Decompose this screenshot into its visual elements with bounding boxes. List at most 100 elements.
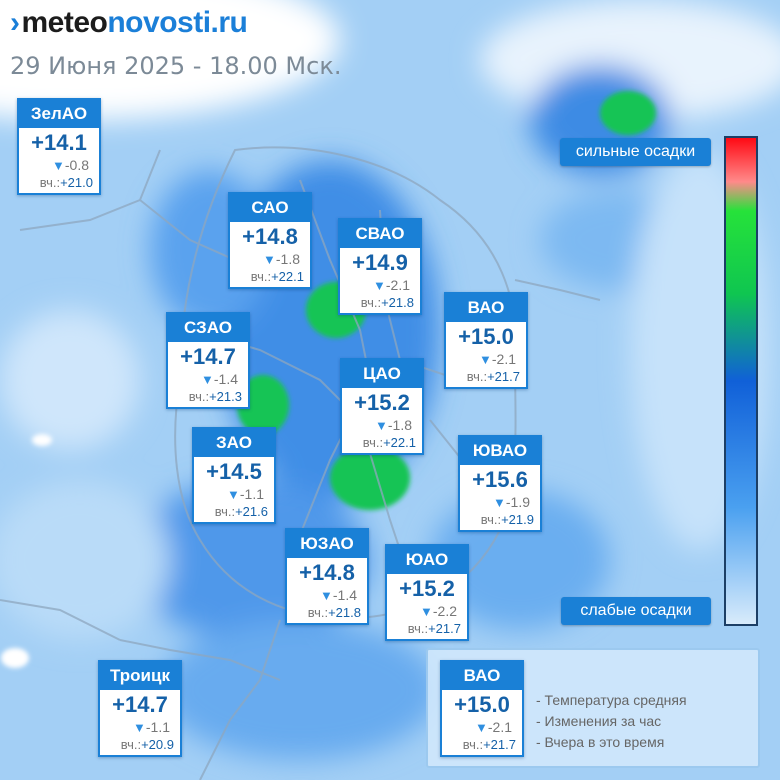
hourly-change-value: -1.4 (332, 587, 357, 603)
district-name: ВАО (446, 294, 526, 322)
yesterday-temperature: вч.:+21.7 (446, 369, 526, 385)
district-card-troitsk[interactable]: Троицк +14.7 ▼-1.1 вч.:+20.9 (98, 660, 182, 757)
down-triangle-icon: ▼ (320, 588, 333, 603)
hourly-change: ▼-1.4 (287, 587, 367, 604)
hourly-change: ▼-1.8 (230, 251, 310, 268)
hourly-change: ▼-1.1 (100, 719, 180, 736)
district-temperature: +14.5 (206, 459, 262, 484)
district-name: ЗАО (194, 429, 274, 457)
logo-text-meteo: meteo (21, 6, 108, 39)
yesterday-value: +21.0 (60, 175, 93, 190)
down-triangle-icon: ▼ (475, 720, 488, 735)
legend-item-hourly-change: - Изменения за час (536, 713, 662, 729)
hourly-change-value: -2.2 (432, 603, 457, 619)
district-temperature: +15.6 (472, 467, 528, 492)
district-card-cao[interactable]: ЦАО +15.2 ▼-1.8 вч.:+22.1 (340, 358, 424, 455)
district-card-yuvao[interactable]: ЮВАО +15.6 ▼-1.9 вч.:+21.9 (458, 435, 542, 532)
yesterday-label: вч.: (188, 389, 210, 404)
yesterday-temperature: вч.:+21.3 (168, 389, 248, 405)
district-name: СЗАО (168, 314, 248, 342)
district-card-zao[interactable]: ЗАО +14.5 ▼-1.1 вч.:+21.6 (192, 427, 276, 524)
yesterday-temperature: вч.:+21.8 (287, 605, 367, 621)
heavy-precipitation-areas (1, 91, 656, 668)
district-card-yuao[interactable]: ЮАО +15.2 ▼-2.2 вч.:+21.7 (385, 544, 469, 641)
yesterday-label: вч.: (250, 269, 272, 284)
down-triangle-icon: ▼ (52, 158, 65, 173)
hourly-change-value: -2.1 (385, 277, 410, 293)
yesterday-value: +20.9 (141, 737, 174, 752)
yesterday-label: вч.: (214, 504, 236, 519)
yesterday-value: +22.1 (271, 269, 304, 284)
yesterday-value: +21.6 (235, 504, 268, 519)
yesterday-label: вч.: (480, 512, 502, 527)
hourly-change: ▼-1.1 (194, 486, 274, 503)
legend-sample-card: ВАО +15.0 ▼-2.1 вч.:+21.7 (440, 660, 524, 757)
district-name: ЮАО (387, 546, 467, 574)
district-card-vao[interactable]: ВАО +15.0 ▼-2.1 вч.:+21.7 (444, 292, 528, 389)
hourly-change-value: -1.8 (275, 251, 300, 267)
district-card-svao[interactable]: СВАО +14.9 ▼-2.1 вч.:+21.8 (338, 218, 422, 315)
light-precipitation-label: слабые осадки (561, 597, 711, 625)
hourly-change: ▼-1.9 (460, 494, 540, 511)
hourly-change: ▼-1.8 (342, 417, 422, 434)
legend-panel: ВАО +15.0 ▼-2.1 вч.:+21.7 - Температура … (426, 648, 760, 768)
yesterday-label: вч.: (407, 621, 429, 636)
legend-item-yesterday: - Вчера в это время (536, 734, 665, 750)
yesterday-temperature: вч.:+20.9 (100, 737, 180, 753)
logo-mark-icon: › (10, 6, 20, 39)
yesterday-value: +21.8 (381, 295, 414, 310)
yesterday-value: +22.1 (383, 435, 416, 450)
down-triangle-icon: ▼ (201, 372, 214, 387)
yesterday-temperature: вч.:+21.9 (460, 512, 540, 528)
yesterday-temperature: вч.:+22.1 (230, 269, 310, 285)
district-temperature: +14.7 (180, 344, 236, 369)
down-triangle-icon: ▼ (375, 418, 388, 433)
yesterday-label: вч.: (362, 435, 384, 450)
district-temperature: +15.0 (454, 692, 510, 717)
site-logo[interactable]: ›meteonovosti.ru (10, 6, 248, 40)
district-name: Троицк (100, 662, 180, 690)
hourly-change-value: -1.4 (213, 371, 238, 387)
district-temperature: +15.0 (458, 324, 514, 349)
down-triangle-icon: ▼ (227, 487, 240, 502)
yesterday-temperature: вч.:+21.7 (442, 737, 522, 753)
heavy-precipitation-label: сильные осадки (560, 138, 711, 166)
yesterday-label: вч.: (462, 737, 484, 752)
down-triangle-icon: ▼ (373, 278, 386, 293)
district-name: ЮВАО (460, 437, 540, 465)
district-card-szao[interactable]: СЗАО +14.7 ▼-1.4 вч.:+21.3 (166, 312, 250, 409)
district-temperature: +14.8 (299, 560, 355, 585)
hourly-change-value: -2.1 (491, 351, 516, 367)
district-card-sao[interactable]: САО +14.8 ▼-1.8 вч.:+22.1 (228, 192, 312, 289)
district-card-zelao[interactable]: ЗелАО +14.1 ▼-0.8 вч.:+21.0 (17, 98, 101, 195)
yesterday-value: +21.8 (328, 605, 361, 620)
legend-items: - Температура средняя - Изменения за час… (536, 690, 687, 753)
yesterday-value: +21.3 (209, 389, 242, 404)
hourly-change-value: -1.1 (145, 719, 170, 735)
yesterday-label: вч.: (120, 737, 142, 752)
district-name: ВАО (442, 662, 522, 690)
hourly-change-value: -1.8 (387, 417, 412, 433)
hourly-change: ▼-2.1 (442, 719, 522, 736)
hourly-change-value: -2.1 (487, 719, 512, 735)
yesterday-temperature: вч.:+21.8 (340, 295, 420, 311)
district-temperature: +14.1 (31, 130, 87, 155)
yesterday-label: вч.: (466, 369, 488, 384)
yesterday-temperature: вч.:+22.1 (342, 435, 422, 451)
yesterday-label: вч.: (39, 175, 61, 190)
down-triangle-icon: ▼ (493, 495, 506, 510)
district-card-yuzao[interactable]: ЮЗАО +14.8 ▼-1.4 вч.:+21.8 (285, 528, 369, 625)
district-temperature: +14.7 (112, 692, 168, 717)
hourly-change: ▼-1.4 (168, 371, 248, 388)
logo-text-domain: novosti.ru (107, 6, 248, 39)
yesterday-value: +21.7 (487, 369, 520, 384)
district-name: ЗелАО (19, 100, 99, 128)
district-temperature: +15.2 (354, 390, 410, 415)
district-name: САО (230, 194, 310, 222)
yesterday-temperature: вч.:+21.6 (194, 504, 274, 520)
hourly-change-value: -1.9 (505, 494, 530, 510)
district-temperature: +14.8 (242, 224, 298, 249)
hourly-change: ▼-2.1 (446, 351, 526, 368)
down-triangle-icon: ▼ (263, 252, 276, 267)
down-triangle-icon: ▼ (420, 604, 433, 619)
